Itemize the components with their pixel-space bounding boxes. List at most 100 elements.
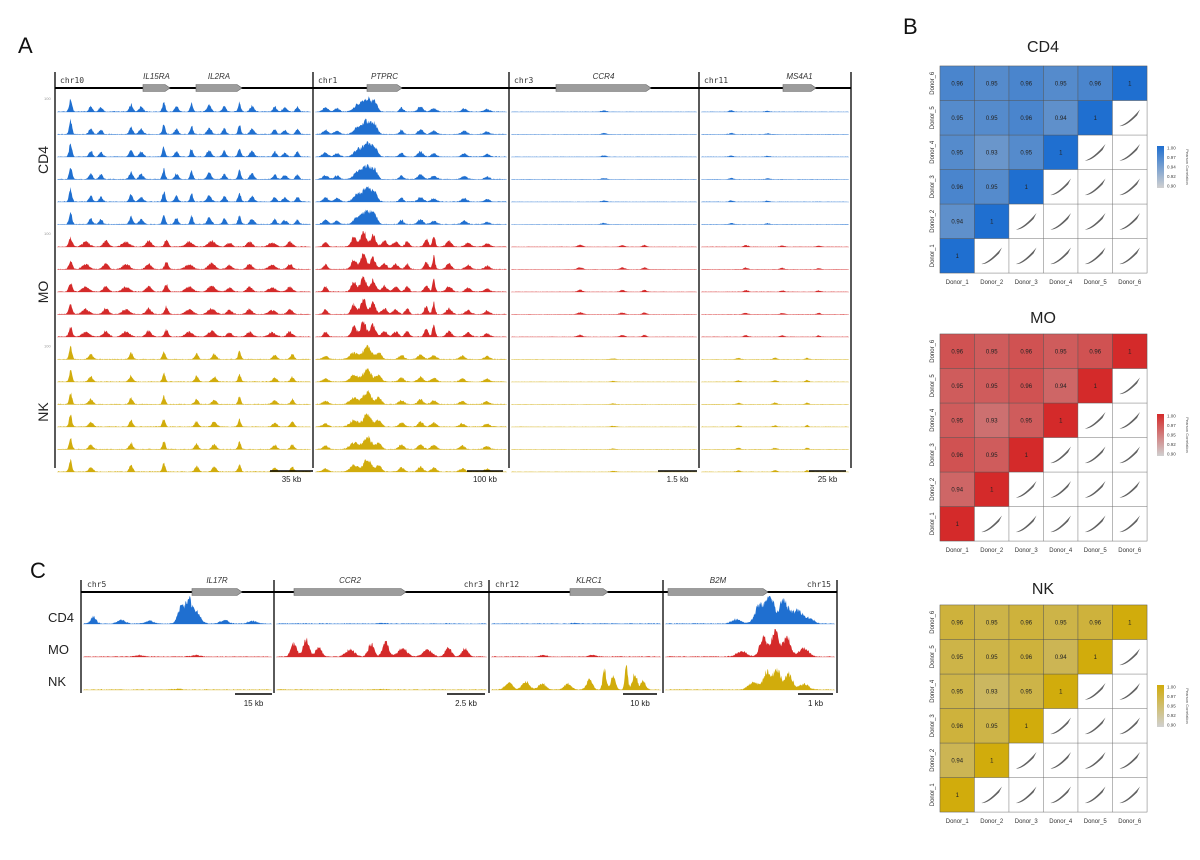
- panel-a-signal-track: [58, 304, 310, 315]
- heatmap-cell-value: 1: [1128, 620, 1132, 626]
- heatmap-cell-value: 0.96: [1020, 384, 1032, 390]
- panel-a-row-labels: CD4 MO NK: [35, 146, 51, 422]
- heatmap-x-tick-label: Donor_5: [1084, 819, 1108, 825]
- heatmap-y-tick-label: Donor_1: [930, 244, 936, 268]
- panel-c-gene-model: [667, 588, 769, 596]
- heatmap-cell-value: 1: [956, 254, 960, 260]
- heatmap-legend-tick: 0.92: [1167, 442, 1176, 447]
- heatmap-cell-value: 0.96: [1089, 81, 1101, 87]
- heatmap-x-tick-label: Donor_4: [1049, 819, 1073, 825]
- heatmap-cell: [974, 708, 1010, 744]
- heatmap-cell: [939, 673, 975, 709]
- heatmap-cell-value: 0.96: [1020, 620, 1032, 626]
- heatmap-y-tick-label: Donor_6: [930, 71, 936, 95]
- panel-a-scale-bar-label: 35 kb: [282, 475, 302, 484]
- heatmap-legend-tick: 1.00: [1167, 414, 1176, 419]
- heatmap-nk-title: NK: [1032, 581, 1055, 598]
- heatmap-x-tick-label: Donor_1: [946, 548, 970, 554]
- heatmap-cell: [939, 203, 975, 239]
- panel-letter-a: A: [18, 33, 33, 58]
- heatmap-scatter-cell: [1077, 169, 1113, 205]
- panel-a-signal-track: [512, 267, 696, 270]
- panel-a-signal-track: [702, 379, 848, 382]
- heatmap-scatter-cell: [1112, 742, 1148, 778]
- heatmap-scatter-cell: [1077, 506, 1113, 542]
- heatmap-scatter-cell: [1008, 471, 1044, 507]
- heatmap-cell-value: 0.94: [1055, 116, 1067, 122]
- heatmap-scatter-cell: [1077, 437, 1113, 473]
- panel-a-signal-track: [316, 435, 506, 450]
- panel-a-gene-label: CCR4: [593, 72, 615, 81]
- heatmap-cell-value: 0.94: [951, 758, 963, 764]
- heatmap-legend-tick: 0.92: [1167, 713, 1176, 718]
- panel-a-signal-track: [702, 470, 848, 472]
- panel-c-scale-bar-label: 15 kb: [244, 699, 264, 708]
- panel-a-signal-track: [58, 211, 310, 225]
- heatmap-cell-value: 0.93: [986, 418, 998, 424]
- panel-letter-c: C: [30, 558, 46, 583]
- row-label-cd4: CD4: [35, 146, 51, 174]
- panel-a-signal-track: [58, 458, 310, 472]
- heatmap-legend-tick: 0.90: [1167, 452, 1176, 457]
- heatmap-cell-value: 0.95: [986, 655, 998, 661]
- heatmap-cell: [1077, 639, 1113, 675]
- heatmap-scatter-cell: [1008, 238, 1044, 274]
- panel-a-gene-label: PTPRC: [371, 72, 398, 81]
- heatmap-cell-value: 1: [1025, 185, 1029, 191]
- heatmap-scatter-cell: [1077, 238, 1113, 274]
- heatmap-x-tick-label: Donor_4: [1049, 548, 1073, 554]
- panel-a-signal-track: [512, 334, 696, 337]
- heatmap-cell-value: 0.95: [1055, 349, 1067, 355]
- heatmap-cell: [974, 134, 1010, 170]
- heatmap-cell: [1008, 134, 1044, 170]
- heatmap-scatter-cell: [1112, 708, 1148, 744]
- panel-a-signal-track: [702, 200, 848, 202]
- panel-a-signal-track: [702, 132, 848, 135]
- heatmap-cell-value: 0.95: [986, 185, 998, 191]
- heatmap-cell-value: 0.95: [986, 453, 998, 459]
- heatmap-cell-value: 1: [1094, 116, 1098, 122]
- heatmap-x-tick-label: Donor_3: [1015, 280, 1039, 286]
- panel-a-signal-track: [316, 118, 506, 135]
- heatmap-cell: [974, 471, 1010, 507]
- heatmap-cell: [974, 673, 1010, 709]
- heatmap-scatter-cell: [1077, 402, 1113, 438]
- panel-c-signal-track: [492, 654, 660, 657]
- panel-a-signal-track: [316, 96, 506, 112]
- heatmap-nk: 1 0.94 1 0.96 0.95 1 0.95 0.93 0.95 1 0.95 0.95 0.96…: [930, 604, 1190, 825]
- heatmap-cell: [974, 65, 1010, 101]
- panel-c-signal-track: [277, 637, 486, 657]
- panel-c-signal-track: [666, 667, 834, 690]
- panel-a-signal-track: [512, 110, 696, 112]
- panel-c-chr-label: chr15: [807, 580, 831, 589]
- heatmap-legend-tick: 0.90: [1167, 184, 1176, 189]
- heatmap-legend-tick: 0.92: [1167, 174, 1176, 179]
- row-label-nk: NK: [35, 402, 51, 422]
- heatmap-scatter-cell: [1008, 742, 1044, 778]
- heatmap-cell-value: 0.96: [951, 620, 963, 626]
- heatmap-y-tick-label: Donor_4: [930, 408, 936, 432]
- heatmap-x-tick-label: Donor_2: [980, 548, 1004, 554]
- heatmap-cell: [1008, 708, 1044, 744]
- panel-c-row-label-nk: NK: [48, 674, 66, 689]
- panel-a-signal-track: [512, 380, 696, 382]
- heatmap-cell: [1077, 65, 1113, 101]
- panel-a-signal-track: [702, 290, 848, 292]
- heatmap-cell-value: 0.96: [1020, 655, 1032, 661]
- panel-c-row-label-mo: MO: [48, 642, 69, 657]
- panel-a-gene-label: IL15RA: [143, 72, 170, 81]
- panel-a-genome-tracks: CD4 MO NK chr10 IL15RA IL2RA chr1 PTPRC chr3 C…: [35, 72, 852, 484]
- panel-a-signal-track: [316, 209, 506, 225]
- heatmap-cell-value: 0.94: [1055, 384, 1067, 390]
- heatmap-legend-title: Pearson Correlation: [1185, 688, 1190, 724]
- heatmap-y-tick-label: Donor_4: [930, 140, 936, 164]
- heatmap-cell-value: 1: [1025, 453, 1029, 459]
- heatmap-cell: [974, 169, 1010, 205]
- heatmap-scatter-cell: [1077, 203, 1113, 239]
- heatmap-cell-value: 1: [990, 219, 994, 225]
- panel-a-tiny-scale-label: 100: [44, 96, 51, 101]
- heatmap-legend-tick: 1.00: [1167, 685, 1176, 690]
- panel-a-signal-track: [512, 222, 696, 225]
- panel-a-signal-track: [58, 187, 310, 202]
